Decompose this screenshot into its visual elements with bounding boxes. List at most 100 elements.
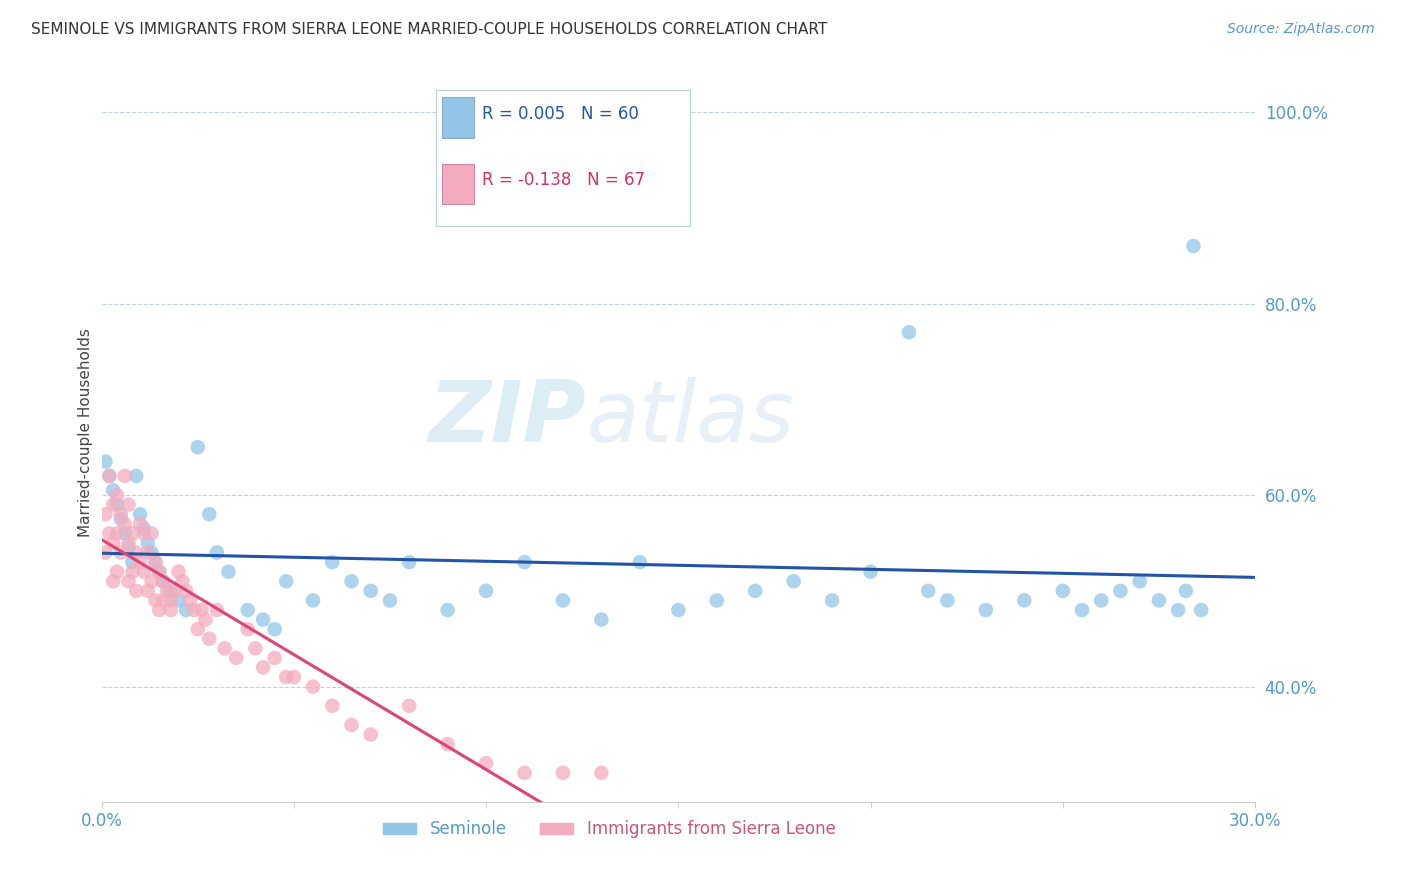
Point	[159, 603, 181, 617]
FancyBboxPatch shape	[441, 163, 474, 204]
Point	[276, 574, 298, 589]
Point	[145, 555, 167, 569]
Point	[1189, 603, 1212, 617]
Point	[129, 555, 152, 569]
Point	[101, 574, 124, 589]
Point	[302, 593, 325, 607]
Point	[252, 613, 274, 627]
Point	[194, 613, 217, 627]
Point	[205, 603, 228, 617]
Point	[136, 545, 159, 559]
Point	[129, 507, 152, 521]
Point	[121, 565, 143, 579]
Point	[378, 593, 401, 607]
Point	[121, 526, 143, 541]
Point	[125, 545, 148, 559]
Point	[218, 565, 240, 579]
Point	[974, 603, 997, 617]
Point	[145, 593, 167, 607]
Point	[1052, 583, 1074, 598]
Point	[513, 765, 536, 780]
Point	[302, 680, 325, 694]
Point	[398, 555, 420, 569]
Point	[591, 765, 613, 780]
Point	[94, 507, 117, 521]
Point	[205, 545, 228, 559]
Point	[105, 488, 128, 502]
Point	[94, 454, 117, 468]
Point	[475, 756, 498, 771]
Point	[859, 565, 882, 579]
Point	[263, 651, 285, 665]
Point	[475, 583, 498, 598]
Point	[214, 641, 236, 656]
Point	[821, 593, 844, 607]
Point	[245, 641, 267, 656]
Point	[148, 603, 170, 617]
Point	[551, 593, 574, 607]
Point	[628, 555, 651, 569]
Point	[125, 583, 148, 598]
Point	[101, 483, 124, 498]
Text: Source: ZipAtlas.com: Source: ZipAtlas.com	[1227, 22, 1375, 37]
Point	[513, 555, 536, 569]
Point	[156, 583, 179, 598]
Point	[110, 512, 132, 526]
Point	[101, 498, 124, 512]
Point	[183, 603, 205, 617]
Point	[167, 565, 190, 579]
Point	[163, 583, 186, 598]
Point	[1182, 239, 1205, 253]
Point	[398, 698, 420, 713]
Point	[936, 593, 959, 607]
Point	[167, 593, 190, 607]
Point	[136, 583, 159, 598]
Point	[436, 737, 458, 751]
Point	[159, 583, 181, 598]
Point	[132, 522, 155, 536]
Text: R = 0.005   N = 60: R = 0.005 N = 60	[482, 104, 640, 122]
Point	[148, 565, 170, 579]
Point	[1129, 574, 1152, 589]
Point	[117, 541, 139, 555]
Point	[110, 545, 132, 559]
Point	[283, 670, 305, 684]
Point	[252, 660, 274, 674]
Point	[225, 651, 247, 665]
Point	[105, 498, 128, 512]
Point	[436, 603, 458, 617]
Point	[129, 516, 152, 531]
Point	[340, 574, 363, 589]
Point	[321, 698, 343, 713]
Point	[276, 670, 298, 684]
Point	[1109, 583, 1132, 598]
Point	[152, 574, 174, 589]
Point	[121, 555, 143, 569]
Point	[141, 574, 163, 589]
Point	[340, 718, 363, 732]
Point	[105, 565, 128, 579]
Point	[114, 516, 136, 531]
Point	[117, 536, 139, 550]
Point	[591, 613, 613, 627]
Point	[187, 440, 209, 454]
Point	[1014, 593, 1036, 607]
Point	[360, 583, 382, 598]
Point	[148, 565, 170, 579]
Point	[125, 469, 148, 483]
Point	[101, 536, 124, 550]
Point	[152, 574, 174, 589]
FancyBboxPatch shape	[436, 90, 690, 227]
Point	[1167, 603, 1189, 617]
Point	[1090, 593, 1112, 607]
Point	[236, 622, 259, 636]
Point	[198, 507, 221, 521]
Point	[105, 526, 128, 541]
Point	[110, 507, 132, 521]
Point	[174, 603, 197, 617]
Point	[132, 526, 155, 541]
Point	[666, 603, 689, 617]
Point	[917, 583, 939, 598]
Point	[132, 565, 155, 579]
Point	[1071, 603, 1094, 617]
